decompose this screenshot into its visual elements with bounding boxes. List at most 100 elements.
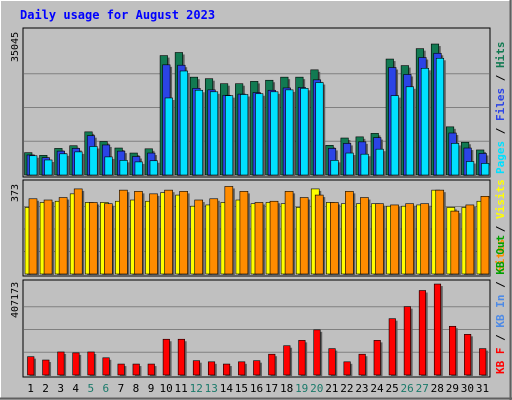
sites-bar <box>179 191 188 275</box>
pages-bar <box>481 163 490 176</box>
day-label: 26 <box>401 382 414 395</box>
pages-bar <box>330 160 339 176</box>
pages-bar <box>360 153 369 176</box>
legend-entry: Files <box>494 88 507 121</box>
day-label: 30 <box>461 382 474 395</box>
day-label: 10 <box>159 382 172 395</box>
day-label: 7 <box>118 382 125 395</box>
pages-bar <box>390 95 399 176</box>
legend-separator: / <box>494 328 507 348</box>
pages-bar <box>119 160 128 176</box>
day-label: 29 <box>446 382 459 395</box>
day-label: 12 <box>190 382 203 395</box>
legend-entry: Pages <box>494 141 507 174</box>
pages-bar <box>29 155 38 176</box>
kbf-bar <box>403 306 411 376</box>
sites-bar <box>43 199 53 275</box>
kbf-bar <box>418 290 426 376</box>
kbf-bar <box>27 356 35 376</box>
visits-sites-panel: 373 Sites / Visits <box>10 179 507 277</box>
legend-entry: Visits <box>494 179 507 219</box>
legend-entry: KB Out <box>494 235 507 275</box>
sites-bar <box>254 202 264 275</box>
sites-bar <box>209 198 219 275</box>
visits-sites-bars <box>24 186 491 276</box>
pages-bar <box>420 67 429 176</box>
legend-entry: KB F <box>494 348 507 375</box>
sites-bar <box>104 203 113 275</box>
kbf-bar <box>373 340 381 376</box>
pages-bar <box>270 91 279 176</box>
sites-bar <box>390 204 399 275</box>
visits-sites-legend: Sites / Visits <box>494 179 507 272</box>
pages-bar <box>209 91 219 176</box>
legend-separator: / <box>494 275 507 295</box>
kbf-bar <box>388 318 396 376</box>
kbf-bar <box>313 329 321 376</box>
hits-files-pages-legend: Pages / Files / Hits <box>494 42 507 175</box>
day-label: 13 <box>205 382 218 395</box>
day-label: 15 <box>235 382 248 395</box>
kbf-bar <box>358 353 366 376</box>
pages-bar <box>194 89 204 176</box>
pages-bar <box>164 97 173 176</box>
legend-text: Pages / Files / Hits <box>494 42 507 175</box>
sites-bar <box>119 189 128 275</box>
sites-bar <box>299 197 309 275</box>
kbf-bar <box>207 361 216 376</box>
sites-bar <box>329 202 339 275</box>
hits-files-pages-bars <box>24 43 491 178</box>
pages-bar <box>59 153 68 176</box>
kbf-bar <box>87 351 95 376</box>
day-label: 4 <box>72 382 79 395</box>
pages-bar <box>179 70 188 176</box>
sites-bar <box>480 196 490 275</box>
day-label: 18 <box>280 382 293 395</box>
kbf-bar <box>102 357 110 376</box>
pages-bar <box>451 143 460 176</box>
day-label: 25 <box>385 382 398 395</box>
sites-bar <box>269 200 279 275</box>
day-label: 11 <box>175 382 188 395</box>
sites-bar <box>405 203 414 275</box>
pages-bar <box>134 161 143 176</box>
day-label: 23 <box>355 382 368 395</box>
kbf-bar <box>253 360 261 376</box>
pages-bar <box>74 151 83 176</box>
kbf-bar <box>42 359 50 376</box>
day-label: 27 <box>416 382 429 395</box>
day-label: 31 <box>476 382 489 395</box>
legend-entry: KB In <box>494 295 507 328</box>
day-label: 21 <box>325 382 338 395</box>
pages-bar <box>300 88 309 176</box>
pages-bar <box>345 152 354 176</box>
legend-text: Sites / Visits <box>494 179 507 272</box>
pages-bar <box>225 95 234 176</box>
day-label: 20 <box>310 382 323 395</box>
sites-bar <box>134 191 143 275</box>
sites-bar <box>28 198 38 275</box>
day-label: 6 <box>103 382 110 395</box>
kbytes-legend: KB F / KB In / KB Out <box>494 235 507 374</box>
day-label: 2 <box>42 382 49 395</box>
ytick-label: 373 <box>10 184 21 202</box>
kbf-bar <box>433 283 442 376</box>
legend-separator: / <box>494 121 507 141</box>
sites-bar <box>345 191 354 275</box>
kbf-bar <box>268 353 276 376</box>
sites-bar <box>73 188 83 275</box>
pages-bar <box>149 160 158 176</box>
hits-files-pages-panel: 35045 Pages / Files / Hits <box>10 27 507 178</box>
day-label: 19 <box>295 382 308 395</box>
kbf-bar <box>72 352 80 376</box>
pages-bar <box>285 89 294 176</box>
kbf-bar <box>479 348 487 376</box>
day-label: 9 <box>148 382 155 395</box>
kbf-bar <box>57 351 65 376</box>
kbf-bar <box>192 360 201 376</box>
day-label: 3 <box>57 382 64 395</box>
legend-separator: / <box>494 68 507 88</box>
sites-bar <box>224 186 234 275</box>
kbf-bar <box>283 345 291 376</box>
